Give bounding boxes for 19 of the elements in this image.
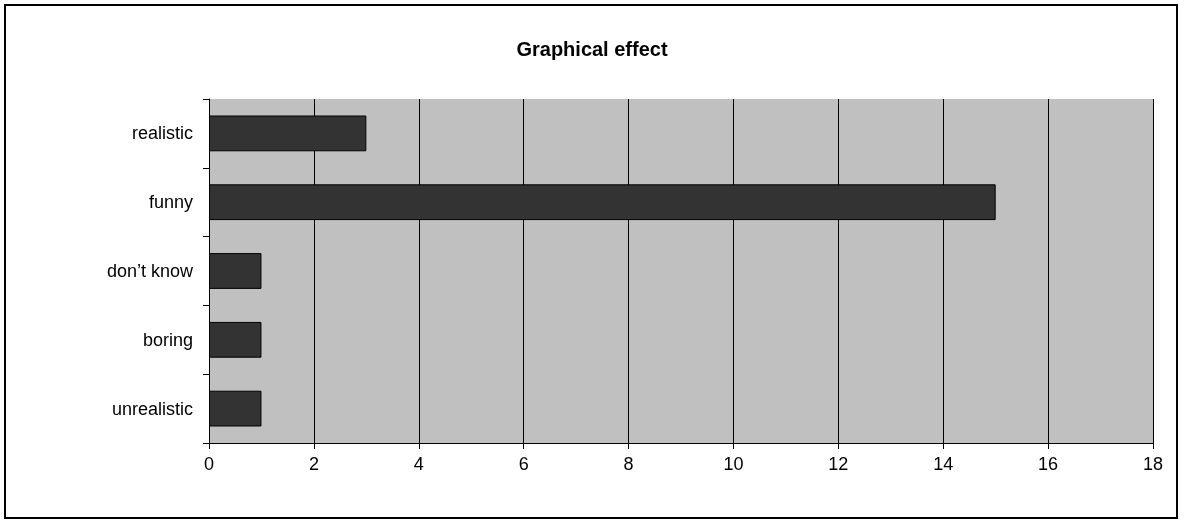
x-tick-label: 10 — [723, 454, 744, 474]
x-tick-label: 4 — [413, 454, 424, 474]
y-tick-label: funny — [148, 192, 193, 213]
x-tick-label: 8 — [623, 454, 634, 474]
x-tick-label: 0 — [203, 454, 215, 474]
x-tick-label: 6 — [518, 454, 529, 474]
x-tick-label: 18 — [1142, 454, 1164, 474]
y-tick-label: boring — [142, 329, 193, 350]
y-tick-label: realistic — [131, 123, 193, 144]
bar — [209, 253, 262, 289]
bar — [209, 321, 262, 358]
bar — [209, 390, 262, 427]
y-tick-label: unrealistic — [111, 398, 193, 419]
y-tick-label: don’t know — [106, 261, 194, 281]
chart-title: Graphical effect — [516, 38, 668, 60]
x-tick-label: 14 — [933, 454, 954, 474]
x-tick-label: 12 — [828, 454, 849, 474]
x-tick-label: 2 — [308, 454, 319, 474]
x-tick-label: 16 — [1038, 454, 1059, 474]
